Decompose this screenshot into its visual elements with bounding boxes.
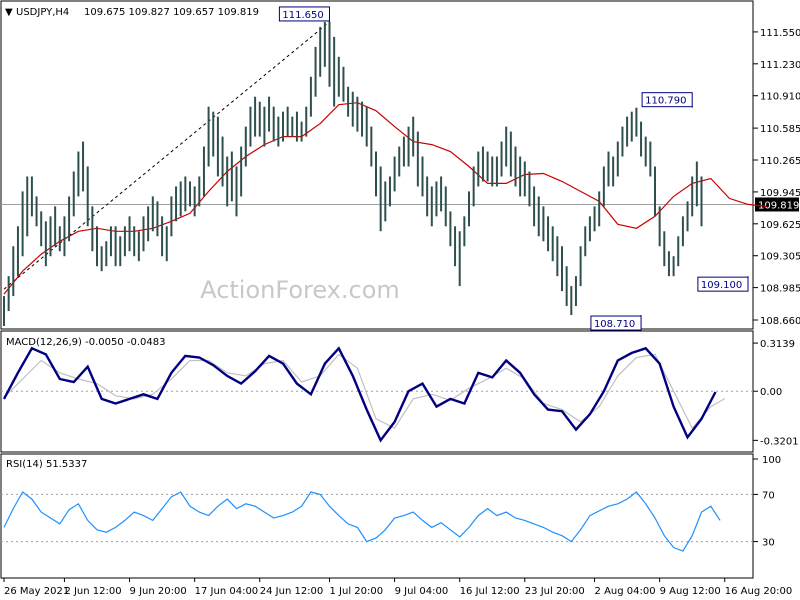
- macd-tick-label: 0.00: [760, 387, 782, 398]
- annotation-label: 109.100: [701, 280, 742, 291]
- annotations: 111.650 110.790 108.710 109.100: [278, 6, 749, 331]
- annotation-box: [697, 276, 749, 292]
- trendline-segment: [3, 21, 330, 290]
- rsi-panel: 100 70 30 RSI(14) 51.5337: [0, 453, 781, 579]
- price-tick-label: 109.625: [760, 220, 800, 231]
- time-tick-label: 26 May 2021: [4, 586, 69, 597]
- macd-label: MACD(12,26,9) -0.0050 -0.0483: [6, 337, 166, 348]
- moving-average: [3, 102, 767, 295]
- trendline: [3, 21, 330, 290]
- price-tick-label: 110.265: [760, 156, 800, 167]
- annotation-box: [641, 92, 693, 108]
- current-price-line: 109.819: [1, 197, 799, 212]
- rsi-tick-label: 100: [762, 455, 781, 466]
- annotation-box: [278, 6, 330, 22]
- time-tick-label: 17 Jun 04:00: [195, 586, 259, 597]
- annotation-label: 110.790: [645, 96, 686, 107]
- watermark: ActionForex.com: [200, 276, 400, 304]
- macd-axis: 0.3139 0.00 -0.3201: [753, 339, 799, 447]
- rsi-line: [3, 491, 721, 552]
- macd-tick-label: 0.3139: [760, 339, 795, 350]
- current-price-label: 109.819: [758, 200, 799, 211]
- rsi-tick-label: 30: [762, 538, 775, 549]
- ma-line: [3, 102, 767, 295]
- price-tick-label: 109.945: [760, 188, 800, 199]
- macd-tick-label: -0.3201: [760, 436, 799, 447]
- time-tick-label: 9 Jul 04:00: [395, 586, 449, 597]
- macd-series: [2, 346, 717, 443]
- rsi-levels: [1, 493, 753, 543]
- price-tick-label: 110.910: [760, 92, 800, 103]
- price-panel: ActionForex.com 111.550 111.230 110.910 110…: [0, 0, 800, 331]
- annotation-label: 111.650: [282, 10, 323, 21]
- time-tick-label: 2 Jun 12:00: [64, 586, 121, 597]
- annotation-box: [590, 315, 642, 331]
- price-axis: 111.550 111.230 110.910 110.585 110.265 109.9…: [753, 28, 800, 327]
- time-tick-label: 9 Jun 20:00: [130, 586, 187, 597]
- price-tick-label: 108.985: [760, 284, 800, 295]
- macd-line: [2, 346, 717, 443]
- rsi-tick-label: 70: [762, 490, 775, 501]
- rsi-series: [3, 491, 721, 552]
- annotation-label: 108.710: [594, 319, 635, 330]
- candles: [3, 21, 703, 326]
- macd-signal-series: [3, 353, 726, 430]
- rsi-panel-frame: [0, 453, 754, 579]
- macd-signal-line: [3, 353, 726, 430]
- rsi-label: RSI(14) 51.5337: [6, 459, 87, 470]
- time-tick-label: 2 Aug 04:00: [595, 586, 656, 597]
- price-tick-label: 109.305: [760, 252, 800, 263]
- price-tick-label: 110.585: [760, 124, 800, 135]
- price-tick-label: 111.550: [760, 28, 800, 39]
- current-price-tag: [755, 197, 799, 212]
- time-tick-label: 9 Aug 12:00: [660, 586, 721, 597]
- price-tick-label: 111.230: [760, 60, 800, 71]
- time-tick-label: 16 Aug 20:00: [725, 586, 792, 597]
- header-triangle: ▼: [5, 7, 13, 18]
- time-tick-label: 24 Jun 12:00: [260, 586, 324, 597]
- time-tick-label: 23 Jul 20:00: [525, 586, 585, 597]
- time-tick-label: 1 Jul 20:00: [330, 586, 384, 597]
- price-panel-frame: [0, 0, 754, 330]
- header-symbol: USDJPY,H4: [16, 7, 69, 18]
- price-tick-label: 108.660: [760, 316, 800, 327]
- header-ohlc: 109.675 109.827 109.657 109.819: [84, 7, 259, 18]
- rsi-axis: 100 70 30: [753, 455, 781, 549]
- time-tick-label: 16 Jul 12:00: [460, 586, 520, 597]
- macd-panel: 0.3139 0.00 -0.3201 MACD(12,26,9) -0.0050 …: [0, 330, 799, 453]
